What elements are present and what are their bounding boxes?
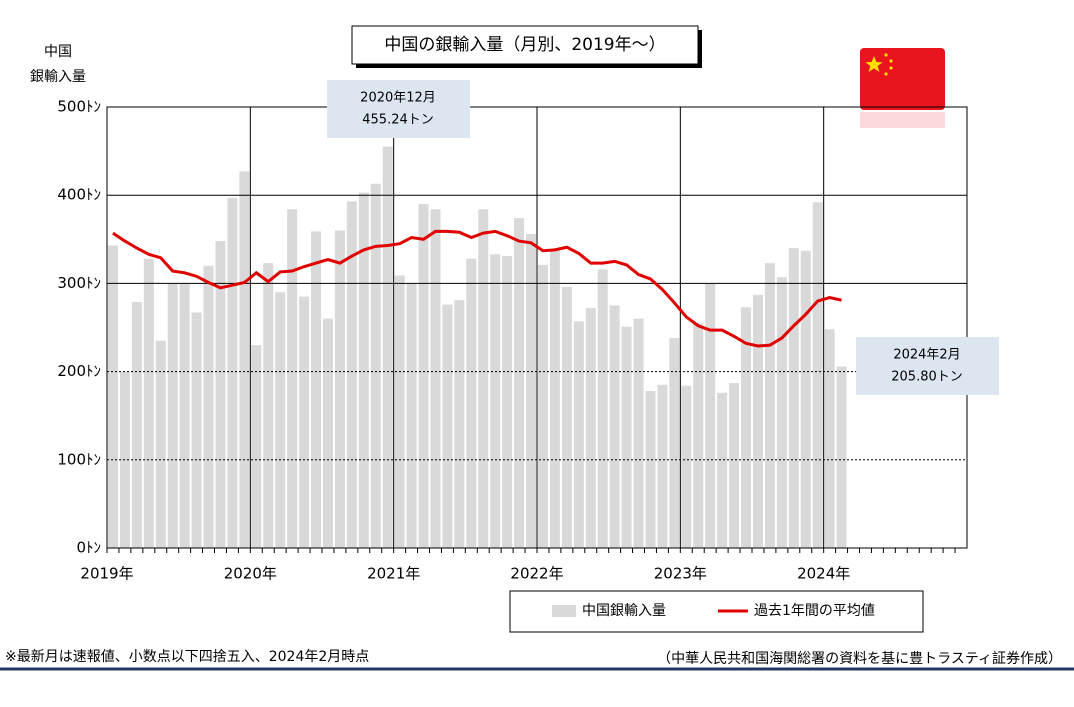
plot-frame [106, 106, 968, 549]
bar [633, 318, 644, 548]
bar [681, 385, 692, 548]
y-tick-label: 100ﾄﾝ [57, 450, 101, 468]
bar [502, 256, 513, 548]
bar [215, 241, 226, 548]
source: （中華人民共和国海関総署の資料を基に豊トラスティ証券作成） [657, 650, 1062, 667]
bar [299, 296, 310, 548]
bar [717, 392, 728, 548]
bar [693, 323, 704, 548]
bar [311, 231, 322, 548]
bar [167, 283, 178, 548]
bar [752, 294, 763, 548]
bar [478, 209, 489, 548]
legend-label: 過去1年間の平均値 [754, 603, 875, 619]
bar [370, 183, 381, 548]
y-tick-label: 500ﾄﾝ [57, 98, 101, 116]
bar [334, 230, 345, 549]
bar [418, 204, 429, 548]
y-tick-label: 0ﾄﾝ [76, 539, 101, 557]
x-tick-label: 2023年 [654, 565, 707, 583]
bar [442, 304, 453, 548]
bar [203, 265, 214, 548]
bar [358, 192, 369, 548]
bar [346, 201, 357, 548]
bar [645, 391, 656, 548]
bar [788, 248, 799, 548]
bar [287, 209, 298, 548]
y-tick-label: 200ﾄﾝ [57, 362, 101, 380]
bar [251, 345, 262, 548]
bar [227, 197, 238, 548]
bar [322, 318, 333, 548]
bar [131, 301, 142, 548]
y-tick-label: 400ﾄﾝ [57, 186, 101, 204]
bar [824, 329, 835, 548]
bar [764, 263, 775, 548]
bar [537, 264, 548, 548]
bar [657, 384, 668, 548]
bar [669, 338, 680, 548]
average-line [112, 229, 842, 348]
bar [382, 146, 393, 548]
bar [729, 383, 740, 548]
bar [239, 171, 250, 549]
bar [776, 277, 787, 548]
bar [561, 286, 572, 548]
y-axis-label: 中国 [44, 44, 72, 60]
bar [454, 300, 465, 548]
bar [490, 254, 501, 548]
bar [275, 292, 286, 548]
bar [430, 209, 441, 548]
bar [800, 250, 811, 549]
x-tick-label: 2022年 [510, 565, 563, 583]
bar [609, 305, 620, 548]
bar [705, 283, 716, 548]
bar [466, 258, 477, 548]
y-axis-label: 銀輸入量 [30, 69, 86, 85]
bar [585, 308, 596, 548]
annotation-text: 455.24トン [362, 113, 434, 128]
annotation-box [327, 80, 470, 138]
legend-label: 中国銀輸入量 [582, 603, 666, 619]
flag [860, 48, 945, 128]
annotation-text: 2024年2月 [893, 348, 960, 363]
bar [155, 340, 166, 548]
annotation-text: 2020年12月 [360, 91, 436, 106]
bar [406, 283, 417, 548]
x-tick-label: 2019年 [80, 565, 133, 583]
note: ※最新月は速報値、小数点以下四捨五入、2024年2月時点 [5, 648, 369, 665]
bar [526, 234, 537, 548]
bar [263, 263, 274, 548]
bar [514, 218, 525, 548]
legend-swatch [552, 605, 576, 617]
bar [143, 258, 154, 548]
legend-box [509, 590, 924, 633]
annotation-text: 205.80トン [891, 370, 963, 385]
bar [549, 250, 560, 549]
bar [573, 321, 584, 548]
bar [394, 275, 405, 548]
bar [836, 366, 847, 548]
x-tick-label: 2024年 [797, 565, 850, 583]
bar [812, 202, 823, 549]
bar [621, 326, 632, 548]
annotation-box [856, 337, 999, 395]
x-tick-label: 2020年 [224, 565, 277, 583]
bar [179, 283, 190, 548]
title-box [351, 25, 699, 65]
bar [597, 269, 608, 548]
chart-title: 中国の銀輸入量（月別、2019年～） [384, 35, 665, 55]
bar [107, 245, 118, 548]
y-tick-label: 300ﾄﾝ [57, 274, 101, 292]
bar [191, 312, 202, 548]
x-tick-label: 2021年 [367, 565, 420, 583]
bar [741, 307, 752, 548]
